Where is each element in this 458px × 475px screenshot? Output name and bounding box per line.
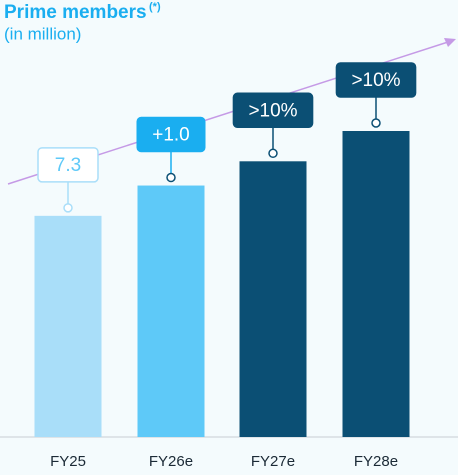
callout-dot: [63, 203, 73, 213]
x-tick-label: FY27e: [251, 453, 295, 470]
callout-box: [136, 116, 206, 153]
annotation: +1.0: [152, 125, 190, 146]
annotation: 7.3: [55, 155, 81, 176]
bar: [239, 161, 307, 437]
callout-dot: [371, 118, 381, 128]
bar: [34, 215, 102, 437]
x-tick-label: FY26e: [149, 453, 193, 470]
callout-dot: [166, 172, 176, 183]
bar: [342, 131, 410, 437]
bar: [137, 185, 205, 437]
x-tick-label: FY25: [50, 453, 86, 470]
callout-box: [37, 147, 99, 183]
x-tick-label: FY28e: [354, 453, 398, 470]
chart-title: Prime members: [4, 2, 147, 23]
annotation: >10%: [351, 70, 400, 91]
callout-box: [335, 62, 417, 98]
chart-subtitle: (in million): [4, 24, 81, 43]
callout-dot: [268, 148, 278, 159]
title-superscript: (*): [149, 1, 161, 13]
annotation: >10%: [248, 100, 297, 121]
trend-arrowhead: [444, 38, 456, 47]
callout-box: [232, 92, 314, 129]
